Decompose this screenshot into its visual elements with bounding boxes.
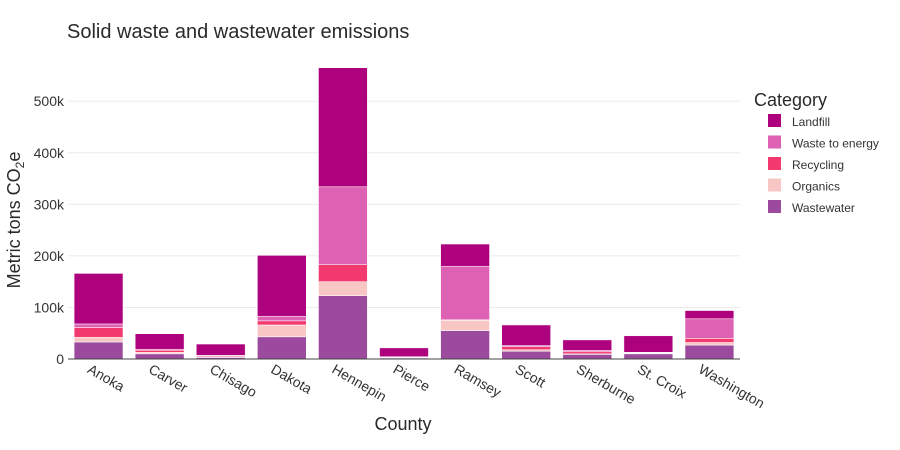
y-tick-label: 300k — [34, 196, 65, 212]
bar-segment — [684, 310, 735, 320]
bar-segment — [73, 323, 124, 328]
legend-title: Category — [754, 90, 827, 110]
y-tick-label: 0 — [56, 351, 64, 367]
legend-label[interactable]: Wastewater — [792, 201, 855, 215]
bar-segment — [623, 335, 674, 353]
x-tick-label: Sherburne — [574, 361, 639, 408]
y-tick-label: 200k — [34, 248, 65, 264]
x-tick-label: Ramsey — [452, 361, 504, 401]
bar-segment — [73, 337, 124, 343]
x-tick-label: Chisago — [207, 361, 260, 401]
y-tick-label: 100k — [34, 299, 65, 315]
bar-segment — [257, 320, 307, 326]
bars — [73, 67, 735, 360]
legend: Category Landfill Waste to energy Recyclin… — [754, 90, 879, 215]
bar-segment — [73, 327, 124, 338]
x-tick-label: Carver — [146, 361, 191, 396]
y-tick-label: 500k — [34, 93, 65, 109]
bar-segment — [257, 255, 307, 317]
bar-segment — [501, 324, 551, 346]
bar-segment — [623, 353, 674, 360]
x-tick-label: Washington — [696, 361, 768, 412]
bar-segment — [684, 342, 735, 346]
bar-segment — [318, 295, 368, 360]
legend-label[interactable]: Waste to energy — [792, 137, 879, 151]
legend-swatch[interactable] — [768, 157, 781, 170]
bar-segment — [379, 347, 429, 357]
bar-segment — [562, 351, 612, 355]
x-tick-label: St. Croix — [635, 361, 689, 402]
bar-segment — [440, 330, 490, 360]
bar-segment — [562, 354, 612, 360]
legend-swatch[interactable] — [768, 200, 781, 213]
bar-segment — [134, 333, 185, 350]
bar-segment — [318, 67, 368, 188]
bar-segment — [73, 273, 124, 325]
legend-swatch[interactable] — [768, 178, 781, 192]
bar-segment — [318, 186, 368, 265]
legend-label[interactable]: Organics — [792, 180, 840, 194]
y-axis-ticks: 0 100k 200k 300k 400k 500k — [34, 93, 65, 367]
bar-segment — [318, 264, 368, 282]
legend-label[interactable]: Landfill — [792, 115, 830, 129]
y-axis-label: Metric tons CO2e — [4, 152, 27, 289]
bar-segment — [684, 338, 735, 343]
bar-segment — [257, 324, 307, 338]
x-tick-label: Scott — [513, 361, 549, 391]
legend-label[interactable]: Recycling — [792, 158, 844, 172]
x-tick-label: Hennepin — [329, 361, 389, 405]
bar-segment — [440, 320, 490, 331]
bar-segment — [684, 318, 735, 339]
bar-segment — [257, 336, 307, 360]
bar-segment — [684, 344, 735, 360]
chart-title: Solid waste and wastewater emissions — [67, 21, 409, 43]
x-tick-label: Dakota — [268, 361, 315, 397]
bar-segment — [440, 243, 490, 267]
legend-swatch[interactable] — [768, 135, 781, 149]
legend-swatch[interactable] — [768, 114, 781, 127]
bar-segment — [501, 351, 551, 360]
x-tick-label: Anoka — [85, 361, 128, 395]
gridlines — [68, 100, 740, 308]
bar-segment — [257, 315, 307, 322]
bar-segment — [440, 265, 490, 321]
bar-segment — [501, 346, 551, 350]
bar-segment — [134, 349, 185, 353]
y-tick-label: 400k — [34, 145, 65, 161]
bar-segment — [134, 353, 185, 360]
x-axis-label: County — [374, 414, 431, 434]
bar-segment — [73, 341, 124, 360]
x-axis-ticks: Anoka Carver Chisago Dakota Hennepin Pierce Ra… — [85, 361, 767, 412]
bar-segment — [562, 339, 612, 351]
x-tick-label: Pierce — [391, 361, 434, 395]
bar-segment — [318, 281, 368, 296]
bar-segment — [196, 343, 246, 356]
